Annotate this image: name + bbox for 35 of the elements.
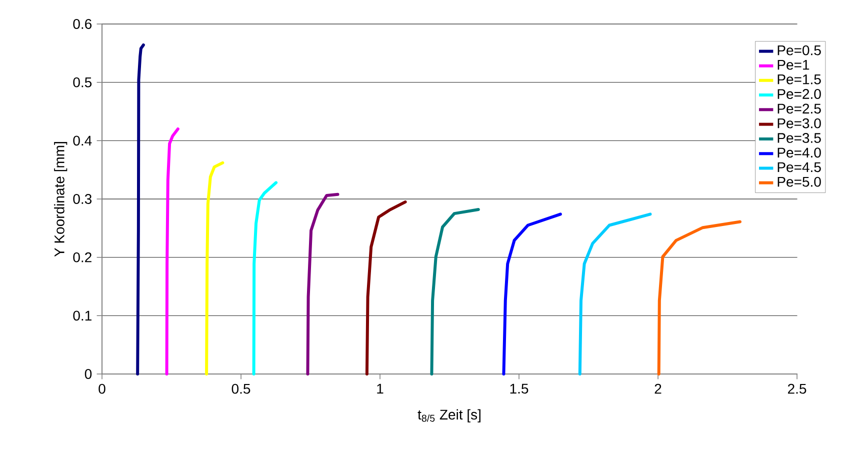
legend-label: Pe=2.5 xyxy=(778,104,821,114)
x-tick-label: 2.5 xyxy=(788,384,806,394)
line-series xyxy=(657,220,742,376)
legend-label: Pe=2.0 xyxy=(778,89,821,99)
line-series xyxy=(205,161,224,376)
y-tick-label: 0.5 xyxy=(73,77,92,88)
x-tick-label: 1 xyxy=(377,384,384,394)
legend-label: Pe=4.0 xyxy=(778,148,821,158)
line-series xyxy=(252,181,278,376)
legend-label: Pe=3.0 xyxy=(778,118,821,128)
line-series xyxy=(365,200,407,376)
y-tick-label: 0.2 xyxy=(73,252,92,262)
y-tick-label: 0.4 xyxy=(73,136,92,146)
y-tick-label: 0 xyxy=(84,369,92,379)
line-series xyxy=(165,128,180,376)
y-tick-label: 0.3 xyxy=(73,194,92,204)
y-tick-label: 0.6 xyxy=(73,19,92,29)
line-series xyxy=(306,192,340,376)
y-tick-label: 0.1 xyxy=(73,310,92,321)
x-tick-label: 1.5 xyxy=(510,384,528,394)
legend-label: Pe=0.5 xyxy=(778,45,821,56)
legend-label: Pe=3.5 xyxy=(778,133,821,143)
line-series xyxy=(430,208,480,376)
x-tick-label: 0 xyxy=(98,384,106,394)
line-series xyxy=(502,212,562,376)
line-series xyxy=(136,44,145,376)
x-tick-label: 0.5 xyxy=(232,384,250,394)
legend-label: Pe=1.5 xyxy=(778,74,821,84)
legend-label: Pe=5.0 xyxy=(778,176,821,187)
legend-label: Pe=1 xyxy=(778,60,810,70)
line-series xyxy=(578,212,652,376)
y-axis-title: Y Koordinate [mm] xyxy=(54,142,68,257)
legend-label: Pe=4.5 xyxy=(778,162,821,172)
x-axis-title: t$_{8/5}$ Zeit [s] xyxy=(418,409,480,422)
x-tick-label: 2 xyxy=(654,384,662,394)
